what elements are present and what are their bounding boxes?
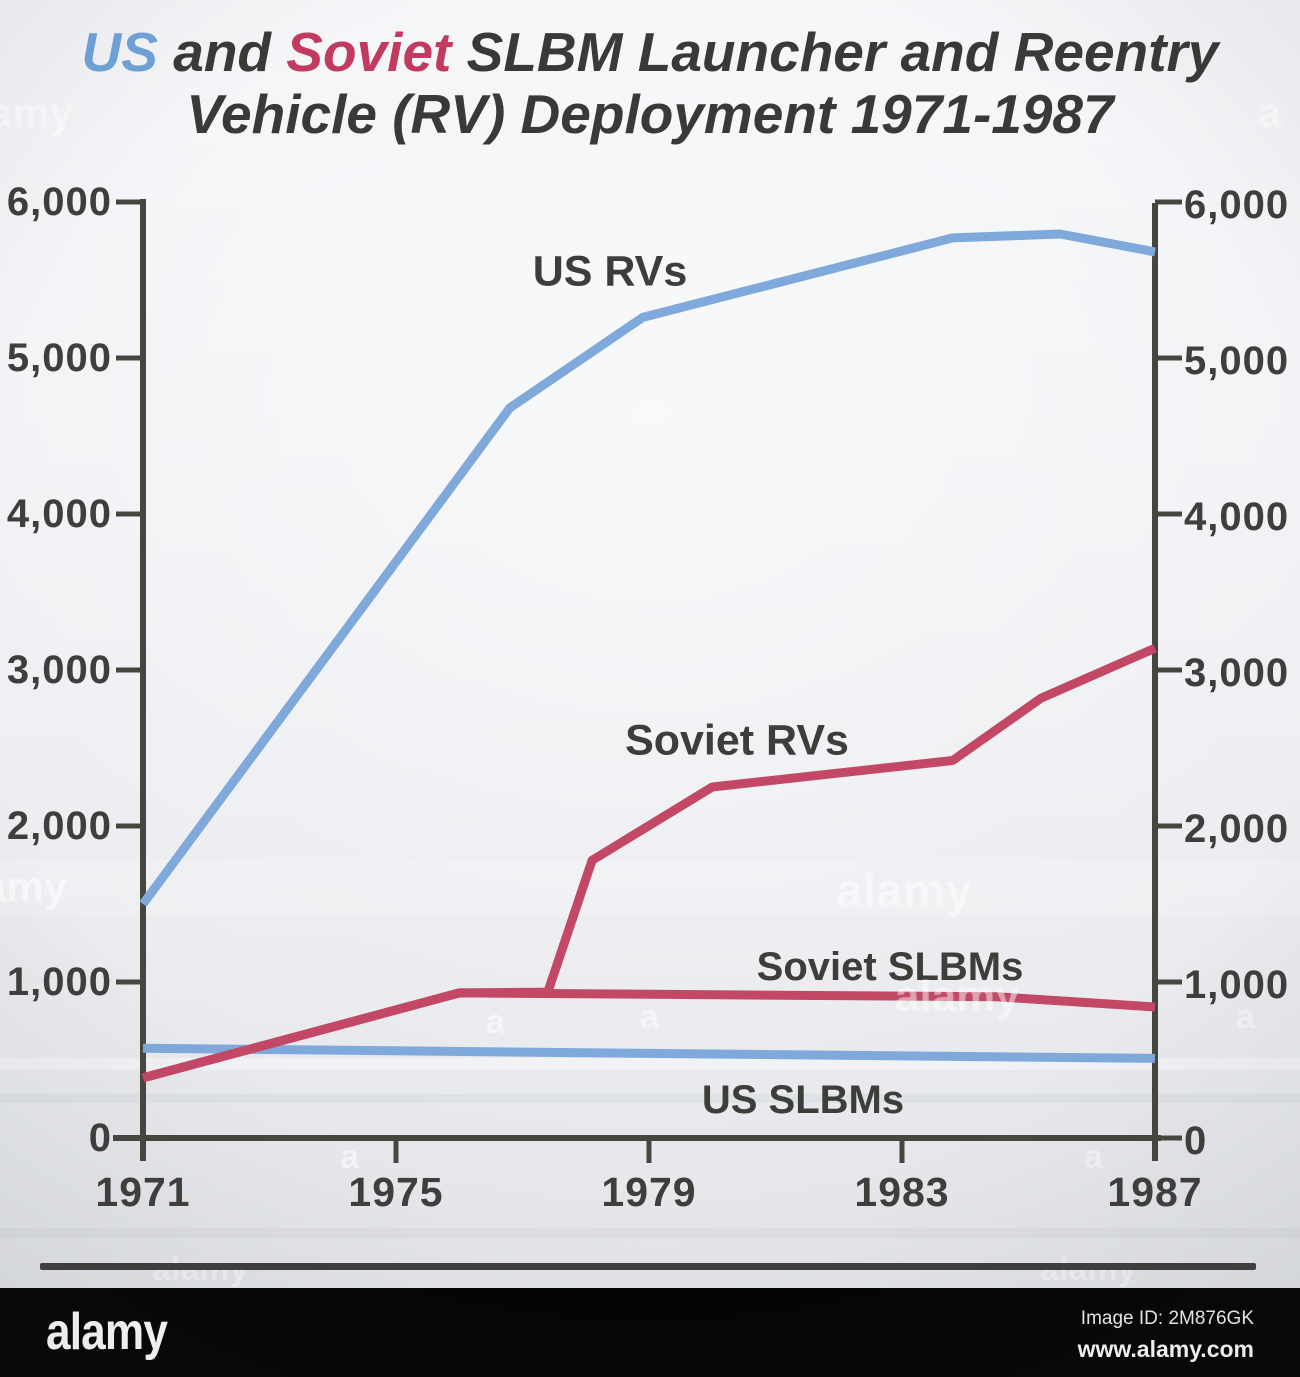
chart-title: US and Soviet SLBM Launcher and Reentry V… (0, 21, 1300, 145)
bottom-rule-line (40, 1263, 1256, 1270)
y-axis-label-left: 2,000 (6, 804, 112, 848)
x-axis-label: 1979 (601, 1169, 697, 1215)
series-label-us-slbms: US SLBMs (701, 1078, 905, 1122)
series-label-soviet-rvs: Soviet RVs (625, 716, 849, 765)
title-soviet-word: Soviet (286, 21, 452, 83)
y-axis-label-left: 4,000 (6, 492, 112, 536)
y-axis-label-right: 6,000 (1184, 183, 1290, 227)
title-us-word: US (81, 21, 158, 83)
y-axis-label-left: 3,000 (6, 648, 112, 692)
y-axis-label-left: 0 (88, 1116, 112, 1160)
y-axis-label-right: 3,000 (1184, 651, 1290, 695)
y-axis-label-right: 0 (1184, 1119, 1208, 1163)
x-axis-label: 1983 (854, 1169, 950, 1215)
series-label-us-rvs: US RVs (532, 247, 688, 296)
x-axis-label: 1975 (348, 1169, 444, 1215)
alamy-footer-bar: alamy Image ID: 2M876GK www.alamy.com (0, 1288, 1300, 1377)
y-axis-label-right: 4,000 (1184, 495, 1290, 539)
title-rest: SLBM Launcher and Reentry (451, 21, 1219, 83)
x-axis-label: 1971 (95, 1169, 191, 1215)
y-axis-label-right: 1,000 (1184, 963, 1290, 1007)
y-axis-label-right: 5,000 (1184, 339, 1290, 383)
data-line-soviet-rvs (141, 644, 1157, 1083)
series-label-soviet-slbms: Soviet SLBMs (756, 945, 1024, 989)
data-line-us-rvs (139, 229, 1156, 907)
footer-meta: Image ID: 2M876GK www.alamy.com (1078, 1306, 1254, 1365)
y-axis-label-left: 6,000 (6, 180, 112, 224)
image-id-text: Image ID: 2M876GK (1080, 1308, 1254, 1329)
alamy-url-text: www.alamy.com (1077, 1335, 1254, 1362)
title-and-word: and (157, 21, 287, 83)
y-axis-label-left: 5,000 (6, 336, 112, 380)
title-line2: Vehicle (RV) Deployment 1971-1987 (186, 82, 1114, 145)
alamy-logo: alamy (46, 1303, 168, 1361)
y-axis-label-left: 1,000 (6, 960, 112, 1004)
y-axis-label-right: 2,000 (1184, 807, 1290, 851)
x-axis-label: 1987 (1107, 1169, 1203, 1215)
data-line-us-slbms (142, 1043, 1156, 1063)
